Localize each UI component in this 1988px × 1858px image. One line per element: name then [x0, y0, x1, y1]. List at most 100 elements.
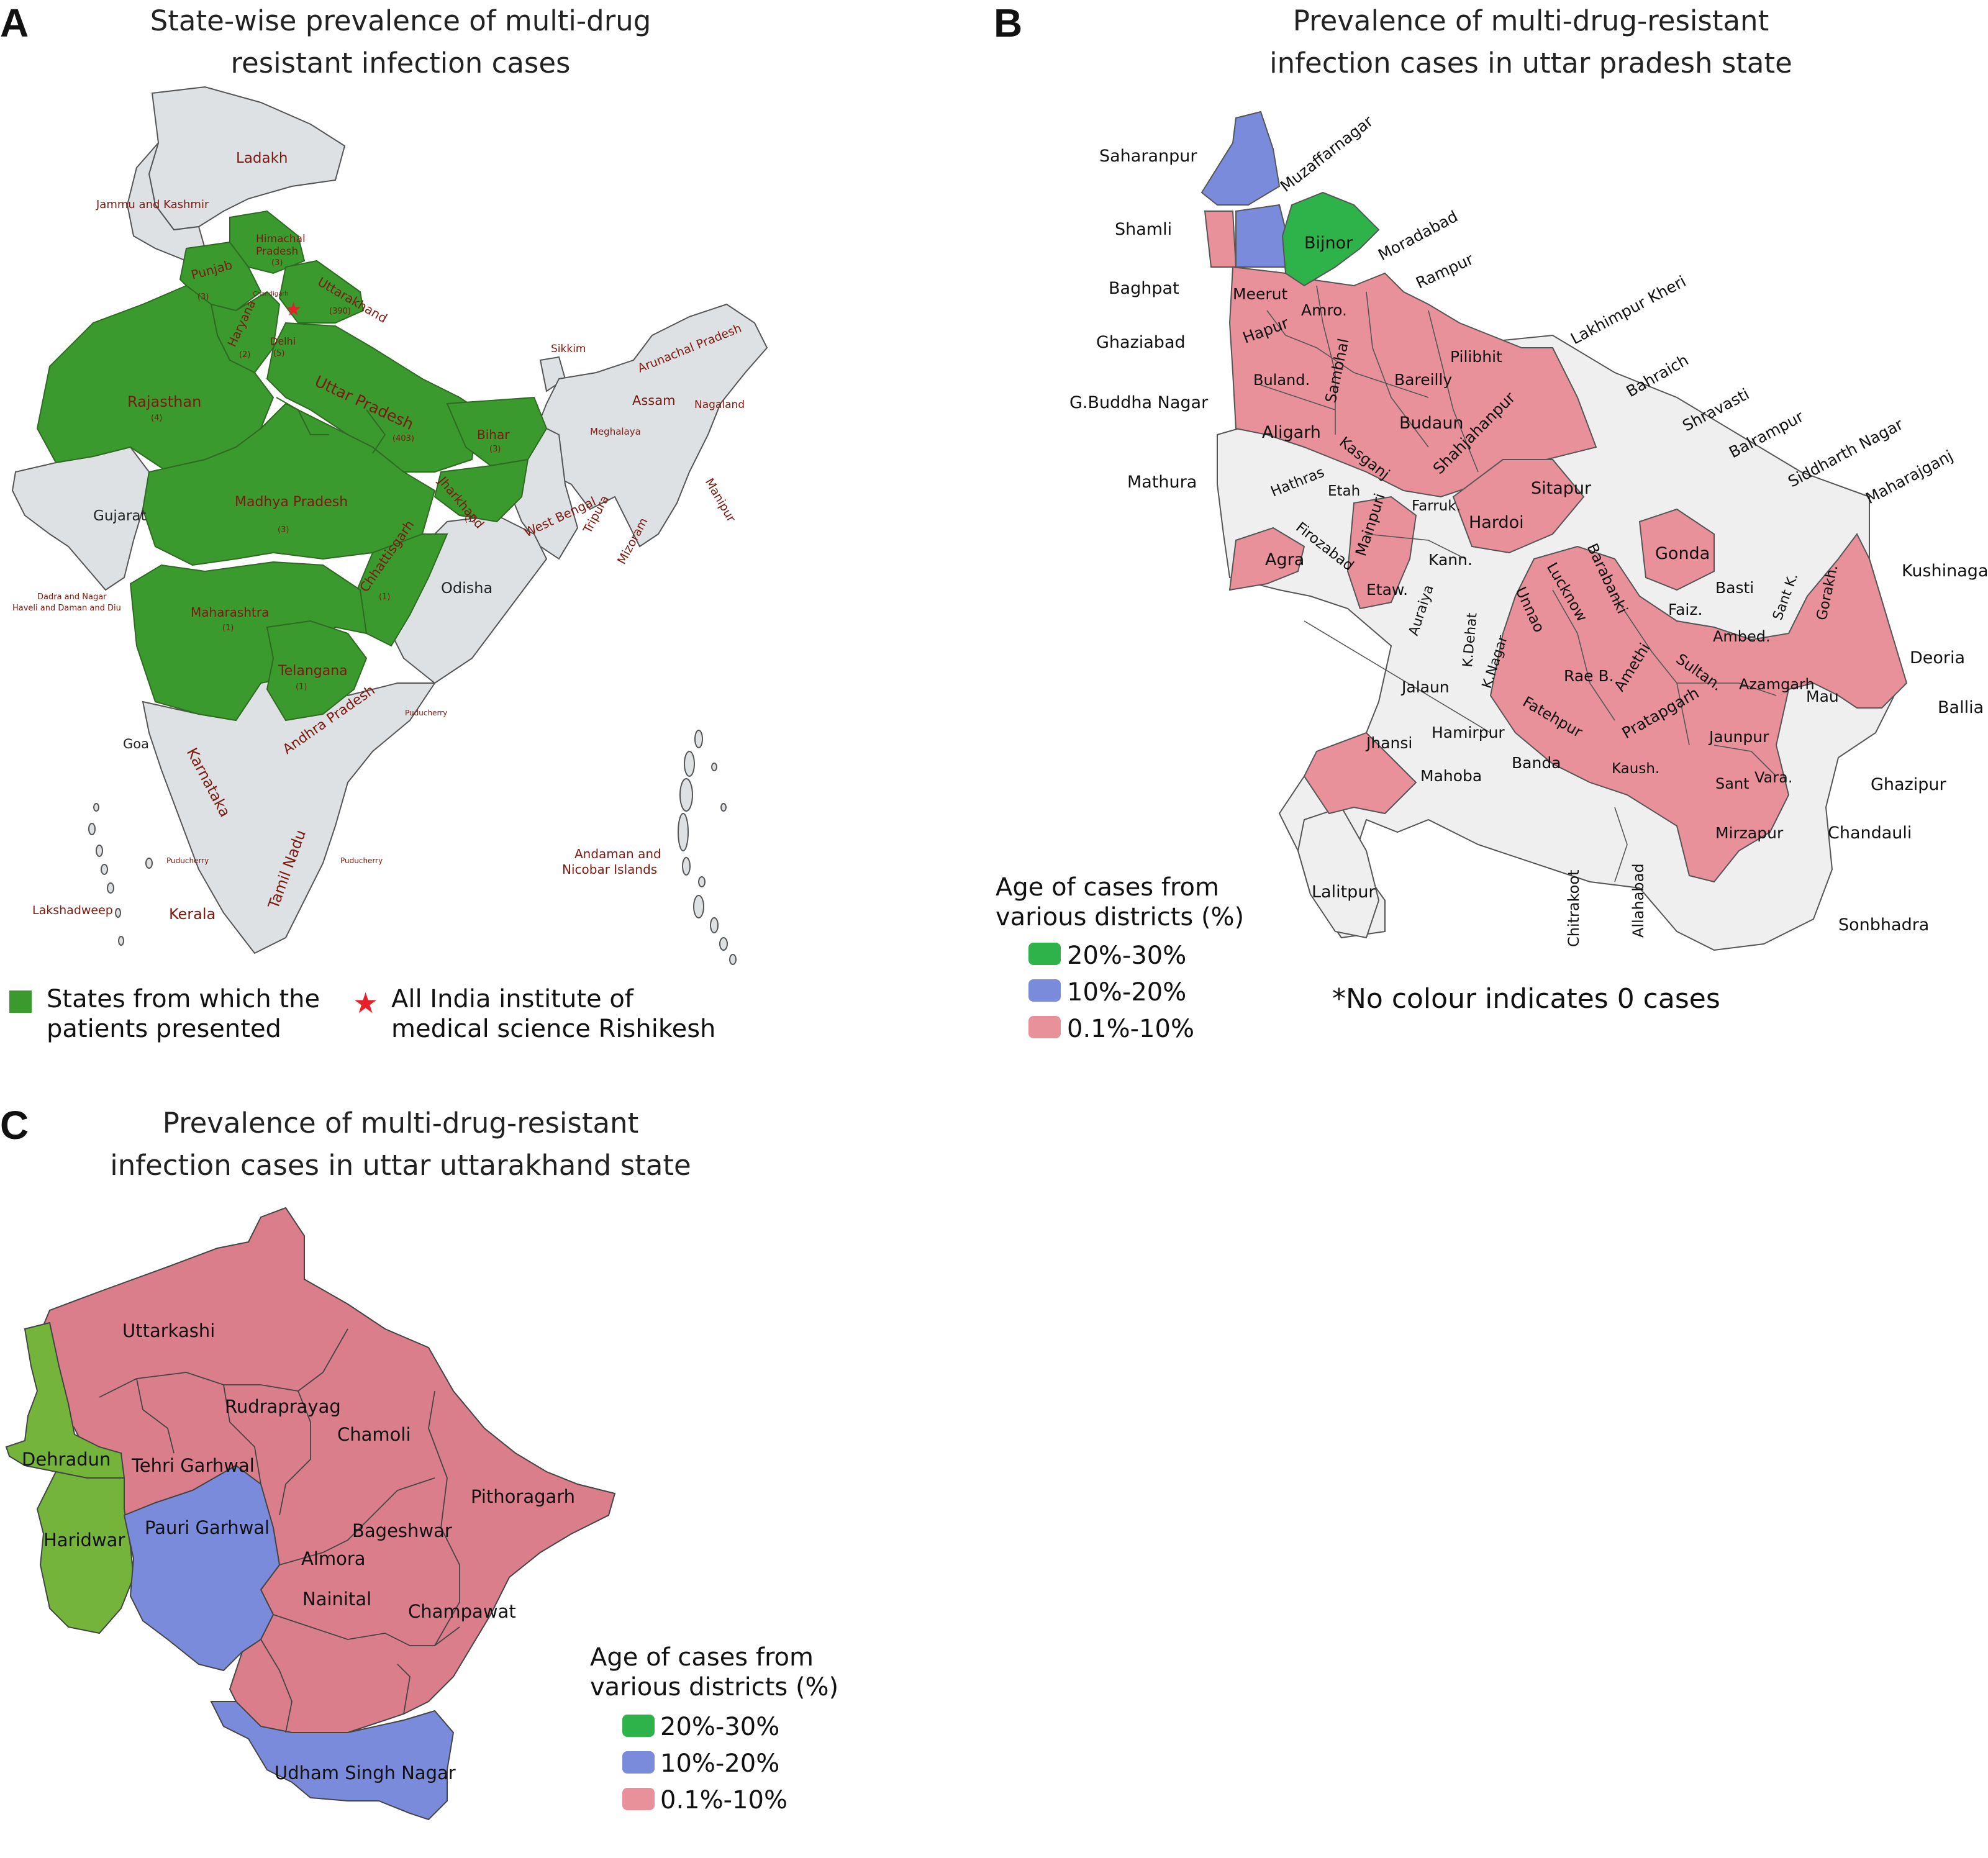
up-label-pilibhit: Pilibhit	[1450, 348, 1502, 366]
panel-c-letter: C	[0, 1103, 29, 1148]
legend-aiims-line1: All India institute of	[391, 985, 633, 1013]
up-label-etah: Etah	[1328, 483, 1360, 499]
label-sikkim: Sikkim	[551, 343, 586, 355]
up-label-vara: Vara.	[1754, 769, 1792, 786]
up-label-kann: Kann.	[1428, 551, 1473, 569]
label-gujarat: Gujarat	[93, 508, 146, 524]
panel-b-zero-note: *No colour indicates 0 cases	[1332, 983, 1720, 1015]
map-region-pauri	[123, 1464, 281, 1672]
uk-label-dehradun: Dehradun	[22, 1449, 111, 1470]
label-nagaland: Nagaland	[694, 399, 745, 411]
label-bihar-n: (3)	[489, 445, 501, 454]
map-region-agra	[1228, 527, 1305, 591]
panel-c-legend-label-20-30: 20%-30%	[660, 1713, 780, 1741]
up-label-sant: Sant	[1715, 775, 1750, 792]
panel-b-title: Prevalence of multi-drug-resistant infec…	[1236, 0, 1826, 84]
uk-label-bageshwar: Bageshwar	[352, 1520, 452, 1541]
map-region-telangana	[266, 620, 368, 722]
up-label-hardoi: Hardoi	[1469, 513, 1524, 532]
label-up-n: (403)	[393, 434, 414, 443]
up-label-ghazipur: Ghazipur	[1871, 775, 1947, 794]
up-label-azamgarh: Azamgarh	[1739, 676, 1815, 693]
label-maharashtra: Maharashtra	[191, 605, 269, 620]
india-map: ★ Ladakh Jammu and Kashmir Himachal Prad…	[11, 86, 768, 965]
up-label-kaush: Kaush.	[1612, 761, 1659, 777]
map-region-haridwar	[36, 1471, 135, 1634]
up-label-budaun: Budaun	[1399, 414, 1464, 433]
up-label-chandauli: Chandauli	[1828, 823, 1912, 843]
label-rajasthan-n: (4)	[151, 414, 162, 423]
up-label-maharajganj: Maharajganj	[1863, 446, 1956, 507]
uk-label-usn: Udham Singh Nagar	[275, 1762, 456, 1783]
legend-aiims-line2: medical science Rishikesh	[391, 1015, 716, 1043]
label-andaman1: Andaman and	[574, 846, 661, 861]
panel-c-legend-heading-line1: Age of cases from	[590, 1643, 814, 1672]
legend-patient-states-line1: States from which the	[47, 985, 320, 1013]
panel-c-legend-swatch-20-30	[622, 1715, 655, 1737]
up-label-moradabad: Moradabad	[1375, 207, 1461, 265]
up-label-sonbhadra: Sonbhadra	[1838, 915, 1929, 935]
up-label-gonda: Gonda	[1655, 544, 1710, 563]
legend-star-icon: ★	[353, 986, 379, 1020]
label-andaman2: Nicobar Islands	[562, 862, 657, 877]
label-hp2: Pradesh	[256, 245, 298, 258]
up-label-etaw: Etaw.	[1366, 581, 1408, 599]
map-region-mainpuri-etaw	[1346, 496, 1417, 610]
map-region-up-west-pink	[1228, 266, 1597, 498]
uk-label-uttarkashi: Uttarkashi	[122, 1320, 215, 1341]
map-region-muzaffarnagar	[1235, 204, 1286, 268]
panel-b-legend-swatch-20-30	[1028, 943, 1061, 965]
label-meghalaya: Meghalaya	[590, 426, 641, 437]
panel-c-title: Prevalence of multi-drug-resistant infec…	[106, 1102, 696, 1186]
up-label-aligarh: Aligarh	[1262, 423, 1321, 442]
legend-patient-states-line2: patients presented	[47, 1015, 281, 1043]
label-manipur: Manipur	[702, 476, 738, 525]
label-odisha: Odisha	[441, 579, 492, 597]
label-telangana-n: (1)	[296, 682, 307, 692]
map-region-saharanpur	[1201, 111, 1281, 206]
map-region-usn	[210, 1701, 455, 1821]
up-label-meerut: Meerut	[1233, 285, 1287, 303]
panel-c-legend-label-10-20: 10%-20%	[660, 1749, 780, 1778]
map-region-up	[266, 322, 479, 473]
map-region-gonda	[1638, 508, 1715, 591]
legend-swatch-patient-states	[9, 990, 32, 1013]
label-lakshadweep: Lakshadweep	[32, 904, 113, 917]
map-region-jhansi	[1303, 732, 1417, 815]
panel-c-title-line2: infection cases in uttar uttarakhand sta…	[110, 1148, 691, 1182]
up-label-raeb: Rae B.	[1564, 667, 1614, 685]
label-mp: Madhya Pradesh	[235, 494, 348, 510]
up-label-mahoba: Mahoba	[1420, 767, 1482, 785]
label-delhi: Delhi	[270, 335, 296, 347]
up-label-mau: Mau	[1806, 687, 1839, 705]
label-rajasthan: Rajasthan	[127, 393, 201, 410]
panel-a-title: State-wise prevalence of multi-drug resi…	[106, 0, 696, 84]
up-label-agra: Agra	[1265, 550, 1304, 569]
map-region-uttarakhand	[278, 260, 365, 324]
uk-label-rudraprayag: Rudraprayag	[225, 1396, 341, 1417]
panel-a-letter: A	[0, 1, 29, 45]
up-label-baghpat: Baghpat	[1109, 279, 1179, 298]
panel-b-legend-label-10-20: 10%-20%	[1067, 978, 1187, 1007]
legend-aiims: All India institute of medical science R…	[391, 984, 715, 1044]
map-region-rajasthan	[36, 284, 275, 473]
up-label-buland: Buland.	[1253, 371, 1310, 389]
panel-b-legend-label-01-10: 0.1%-10%	[1067, 1015, 1194, 1043]
up-label-basti: Basti	[1715, 579, 1754, 597]
up-label-sitapur: Sitapur	[1531, 479, 1592, 498]
label-puducherry-3: Puducherry	[340, 856, 383, 865]
uttar-pradesh-map: Saharanpur Muzaffarnagar Shamli Moradaba…	[1069, 111, 1988, 951]
up-label-allahabad: Allahabad	[1630, 863, 1647, 938]
label-hp-n: (3)	[271, 258, 283, 268]
panel-b-legend-heading-line1: Age of cases from	[996, 873, 1219, 902]
up-label-mathura: Mathura	[1127, 473, 1197, 492]
up-label-jhansi: Jhansi	[1365, 734, 1412, 752]
up-label-faiz: Faiz.	[1668, 600, 1702, 619]
label-dadra1: Dadra and Nagar	[37, 592, 107, 602]
uk-label-champawat: Champawat	[408, 1601, 516, 1622]
up-label-jalaun: Jalaun	[1400, 678, 1450, 696]
up-label-deoria: Deoria	[1910, 648, 1965, 668]
panel-b-legend-heading: Age of cases from various districts (%)	[996, 872, 1244, 932]
map-region-lalitpur	[1297, 806, 1380, 939]
panel-a-title-line2: resistant infection cases	[230, 46, 571, 79]
